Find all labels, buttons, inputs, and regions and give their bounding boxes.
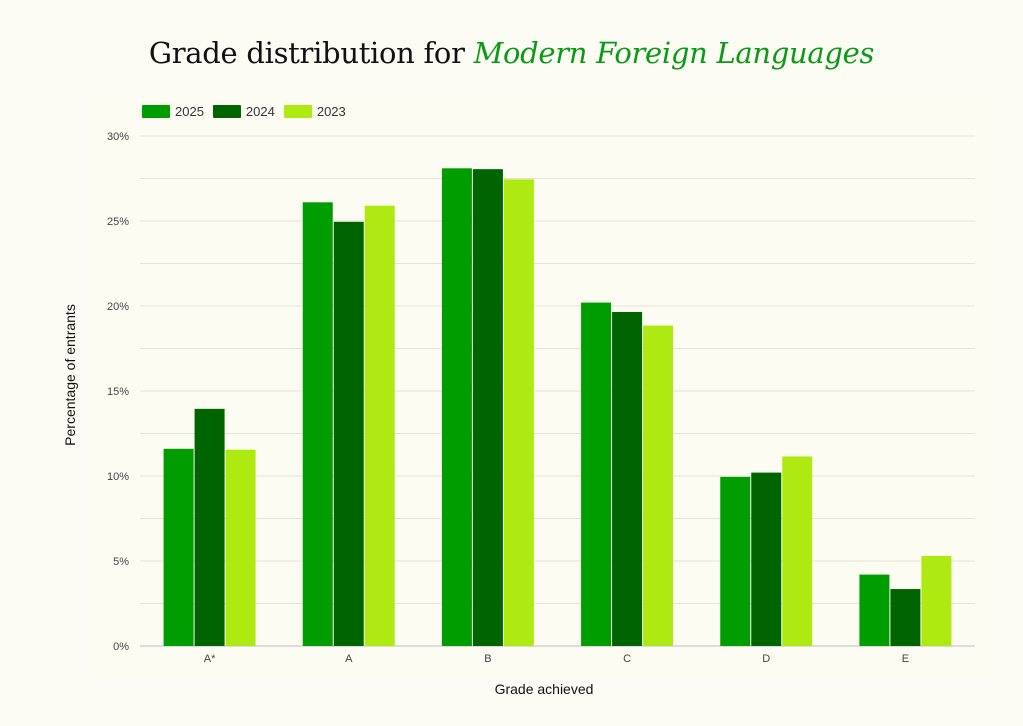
x-tick-label: A* xyxy=(204,653,216,665)
x-tick-label: E xyxy=(902,653,909,665)
bar-2023-D xyxy=(782,456,813,646)
bar-2023-A* xyxy=(225,449,256,646)
chart-legend: 2025 2024 2023 xyxy=(142,104,355,119)
y-tick-label: 10% xyxy=(107,471,129,483)
x-tick-label: B xyxy=(484,653,491,665)
bar-2025-B xyxy=(441,168,472,647)
x-tick-label: D xyxy=(762,653,770,665)
bar-2025-C xyxy=(581,302,612,646)
bar-2025-E xyxy=(859,574,890,646)
legend-item-2023[interactable]: 2023 xyxy=(283,104,346,119)
bar-2024-B xyxy=(472,169,503,646)
bar-2025-A* xyxy=(163,448,194,646)
bar-2024-A* xyxy=(194,408,225,646)
y-tick-label: 15% xyxy=(107,386,129,398)
bar-2025-D xyxy=(720,476,751,646)
legend-item-2025[interactable]: 2025 xyxy=(142,104,204,119)
bar-2024-D xyxy=(751,472,782,646)
chart-title-subject: Modern Foreign Languages xyxy=(473,36,875,70)
legend-label-2024: 2024 xyxy=(245,104,275,119)
x-tick-label: C xyxy=(623,653,631,665)
x-axis-label: Grade achieved xyxy=(494,681,594,697)
bar-2024-E xyxy=(890,589,921,646)
bar-2024-C xyxy=(612,311,643,646)
legend-item-2024[interactable]: 2024 xyxy=(212,104,275,119)
chart-title-prefix: Grade distribution for xyxy=(148,36,474,70)
chart-title: Grade distribution for Modern Foreign La… xyxy=(0,36,1023,70)
bar-2023-E xyxy=(921,555,952,646)
bar-2023-B xyxy=(503,179,534,646)
y-axis-label: Percentage of entrants xyxy=(62,304,78,446)
legend-label-2023: 2023 xyxy=(316,104,346,119)
legend-swatch-2023 xyxy=(283,105,312,118)
y-tick-label: 20% xyxy=(107,301,129,313)
legend-label-2025: 2025 xyxy=(175,104,204,119)
y-tick-label: 0% xyxy=(113,641,129,653)
bar-2024-A xyxy=(333,221,364,646)
legend-swatch-2024 xyxy=(212,105,241,118)
x-tick-label: A xyxy=(345,653,353,665)
y-tick-label: 25% xyxy=(107,216,129,228)
y-tick-label: 30% xyxy=(107,131,129,143)
bar-2023-A xyxy=(364,205,395,646)
bar-2025-A xyxy=(302,202,333,647)
legend-swatch-2025 xyxy=(142,105,170,118)
bar-2023-C xyxy=(643,325,674,646)
y-tick-label: 5% xyxy=(113,556,129,568)
